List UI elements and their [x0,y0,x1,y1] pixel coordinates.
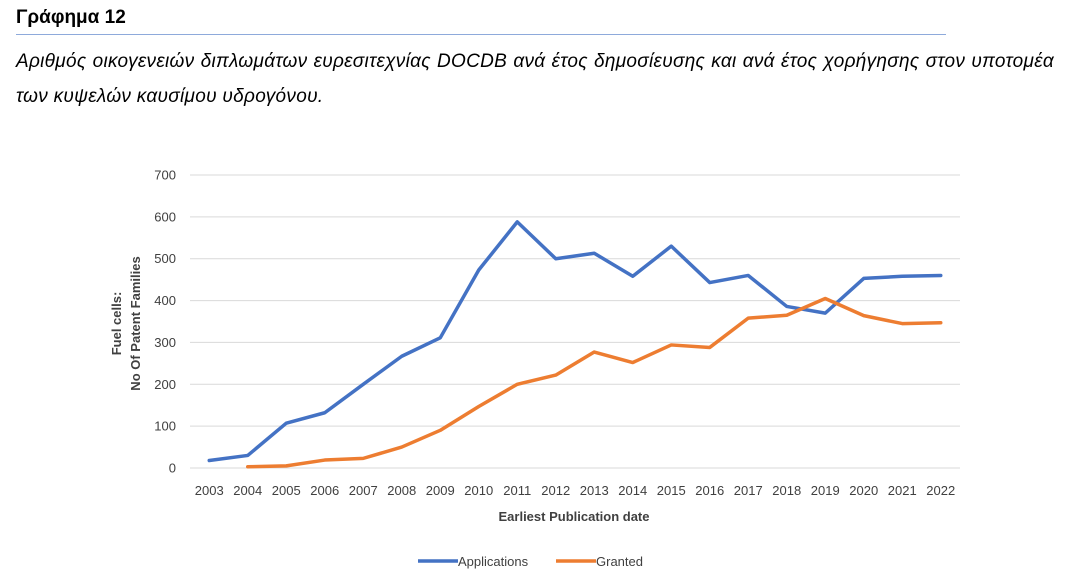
x-tick-label: 2017 [734,483,763,498]
gridlines [190,175,960,468]
x-tick-label: 2011 [503,483,531,498]
legend-label-applications: Applications [458,554,529,569]
y-tick-label: 600 [154,209,176,224]
x-tick-label: 2021 [888,483,917,498]
x-tick-label: 2007 [349,483,378,498]
x-tick-label: 2004 [233,483,262,498]
series-line-applications [209,222,941,461]
y-tick-label: 0 [169,461,176,476]
legend-label-granted: Granted [596,554,643,569]
x-tick-label: 2006 [310,483,339,498]
x-tick-label: 2012 [541,483,570,498]
x-tick-label: 2019 [811,483,840,498]
y-axis-ticks: 0 100 200 300 400 500 600 700 [154,168,176,476]
x-tick-label: 2015 [657,483,686,498]
y-axis-title-line-1: Fuel cells: [109,292,124,356]
x-tick-label: 2022 [926,483,955,498]
x-tick-label: 2014 [618,483,647,498]
y-axis-title-line-2: No Of Patent Families [128,256,143,390]
y-tick-label: 500 [154,251,176,266]
x-axis-title: Earliest Publication date [499,509,650,524]
x-tick-label: 2008 [387,483,416,498]
x-tick-label: 2016 [695,483,724,498]
y-tick-label: 700 [154,168,176,183]
chart-legend: Applications Granted [418,554,643,569]
line-chart: 0100200300400500600700 20032004200520062… [0,0,1072,579]
x-tick-label: 2013 [580,483,609,498]
y-tick-label: 100 [154,419,176,434]
x-tick-label: 2020 [849,483,878,498]
series-line-granted [248,298,941,466]
x-axis-ticks: 2003 2004 2005 2006 2007 2008 2009 2010 2011 2012… [195,483,955,498]
y-tick-label: 300 [154,335,176,350]
y-tick-label: 400 [154,293,176,308]
y-tick-label: 200 [154,377,176,392]
x-tick-label: 2018 [772,483,801,498]
x-tick-label: 2009 [426,483,455,498]
x-tick-label: 2003 [195,483,224,498]
x-tick-label: 2010 [464,483,493,498]
x-tick-label: 2005 [272,483,301,498]
